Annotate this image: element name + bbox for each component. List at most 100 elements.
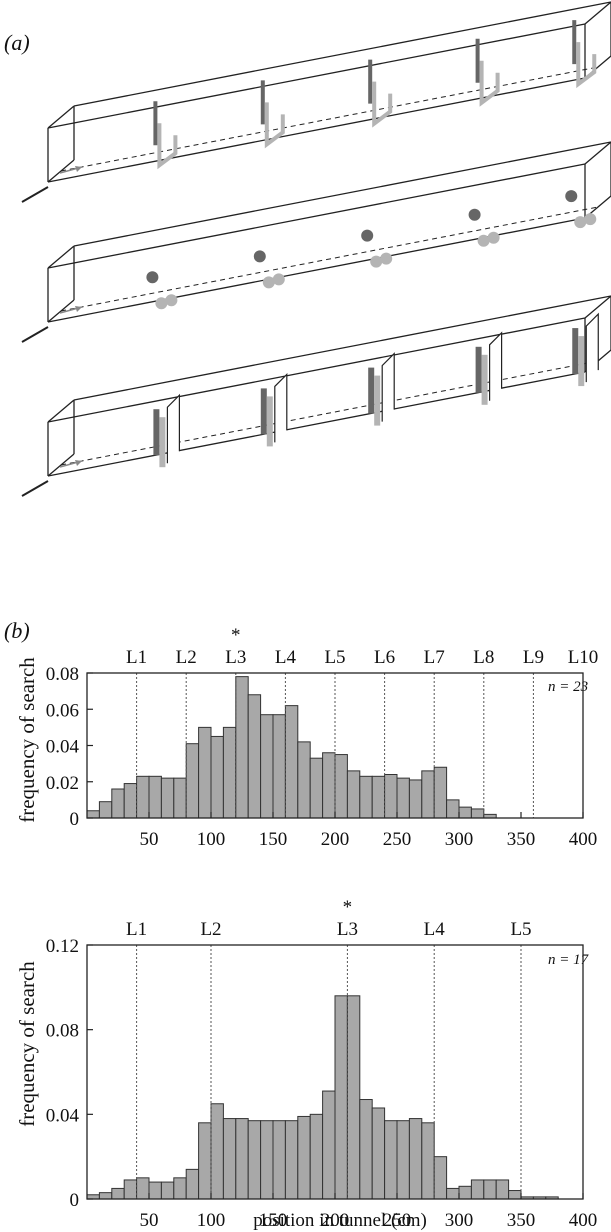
landmark-dot-dark — [146, 271, 159, 284]
tunnel-edge — [47, 245, 75, 269]
histogram-bar — [309, 757, 324, 819]
landmark-dot-dark — [361, 229, 374, 242]
y-tick-label: 0 — [70, 809, 80, 830]
chart2-xlabel: position in tunnel (cm) — [253, 1210, 427, 1231]
tunnel-2 — [21, 141, 611, 343]
histogram-bar — [111, 1187, 125, 1200]
tunnel-edge — [47, 399, 75, 423]
tunnel-edge — [73, 295, 611, 401]
tunnel-edge — [47, 217, 586, 323]
entry-line — [21, 326, 49, 343]
entry-line — [21, 186, 49, 203]
histogram-bar — [284, 1120, 299, 1200]
histogram-bar — [334, 995, 348, 1200]
histogram-bar — [359, 775, 373, 819]
histogram-bar — [433, 766, 448, 819]
landmark-dot-light — [155, 297, 168, 310]
x-tick-label: 100 — [197, 1210, 226, 1231]
histogram-bar — [222, 726, 237, 819]
histogram-bar — [173, 777, 187, 819]
landmark-dot-light — [370, 255, 383, 268]
x-tick-label: 400 — [569, 1210, 598, 1231]
histogram-bar — [123, 783, 138, 819]
y-tick-label: 0 — [70, 1190, 80, 1211]
histogram-bar — [198, 1122, 212, 1200]
landmark-dot-light — [165, 294, 178, 307]
tunnel-centerline — [60, 206, 599, 312]
panel-a-label: (a) — [4, 30, 30, 55]
x-tick-label: 50 — [140, 1210, 159, 1231]
histogram-bar — [458, 1185, 472, 1200]
histogram-bar — [235, 676, 249, 819]
histogram-bar — [297, 741, 311, 819]
histogram-bar — [346, 995, 361, 1200]
x-tick-label: 250 — [383, 1210, 412, 1231]
landmark-panel-light — [374, 375, 381, 426]
landmark-dot-light — [262, 276, 275, 289]
histogram-bar — [309, 1113, 324, 1200]
x-tick-label: 200 — [321, 1210, 350, 1231]
x-tick-label: 200 — [321, 829, 350, 850]
landmark-label: L9 — [523, 647, 544, 668]
histogram-bar — [260, 714, 274, 819]
landmark-dot-dark — [468, 208, 481, 221]
histogram-bar — [247, 1120, 262, 1200]
histogram-bar — [148, 1181, 162, 1200]
y-tick-label: 0.08 — [46, 1021, 79, 1042]
x-tick-label: 350 — [507, 1210, 536, 1231]
landmark-bar-light — [576, 42, 597, 89]
histogram-bar — [359, 1099, 373, 1200]
tunnel-1 — [21, 1, 611, 203]
histogram-bar — [421, 770, 435, 819]
histogram-bar — [210, 735, 224, 819]
x-tick-label: 150 — [259, 1210, 288, 1231]
landmark-panel-dark — [572, 328, 579, 375]
tunnel-schematic — [21, 1, 611, 497]
y-tick-label: 0.08 — [46, 664, 79, 685]
landmark-panel-dark — [153, 409, 160, 456]
landmark-label: L10 — [568, 647, 599, 668]
landmark-bar-light — [479, 60, 500, 107]
y-tick-label: 0.06 — [46, 700, 79, 721]
landmark-label: L8 — [473, 647, 494, 668]
histogram-bar — [198, 726, 212, 819]
tunnel-edge — [47, 371, 586, 477]
histogram-bar — [508, 1190, 522, 1200]
x-tick-label: 150 — [259, 829, 288, 850]
histogram-bar — [272, 714, 286, 819]
landmark-label: L2 — [200, 919, 221, 940]
tunnel-edge — [47, 23, 586, 129]
landmark-label: L4 — [424, 919, 446, 940]
x-tick-label: 250 — [383, 829, 412, 850]
histogram-bar — [297, 1115, 311, 1200]
histogram-bar — [210, 1103, 224, 1200]
landmark-frame — [489, 331, 503, 401]
histogram-bar — [346, 770, 361, 819]
histogram-bar — [495, 1179, 510, 1200]
histogram-bar — [470, 808, 485, 819]
landmark-dot-light — [477, 234, 490, 247]
landmark-panel-light — [578, 336, 585, 387]
histogram-bar — [160, 777, 175, 819]
arrow-head — [75, 460, 82, 466]
x-tick-label: 100 — [197, 829, 226, 850]
histogram-bar — [408, 779, 423, 819]
tunnel-edge — [584, 141, 611, 165]
landmark-dot-light — [380, 252, 393, 265]
landmark-label: L2 — [176, 647, 197, 668]
histogram-bar — [98, 801, 113, 819]
histogram-chart-bottom: frequency of search n = 17 position in t… — [15, 897, 597, 1231]
histogram-bar — [371, 1107, 386, 1200]
histogram-bar — [173, 1177, 187, 1200]
histogram-bar — [235, 1118, 249, 1200]
landmark-label: L7 — [424, 647, 445, 668]
chart1-ylabel: frequency of search — [15, 657, 39, 823]
x-tick-label: 50 — [140, 829, 159, 850]
histogram-bar — [384, 774, 398, 819]
y-tick-label: 0.04 — [46, 1105, 80, 1126]
landmark-bar-light — [157, 123, 178, 170]
landmark-panel-dark — [368, 367, 375, 414]
landmark-dot-light — [584, 213, 597, 226]
tunnel-edge — [73, 141, 611, 247]
landmark-dot-dark — [253, 250, 266, 263]
